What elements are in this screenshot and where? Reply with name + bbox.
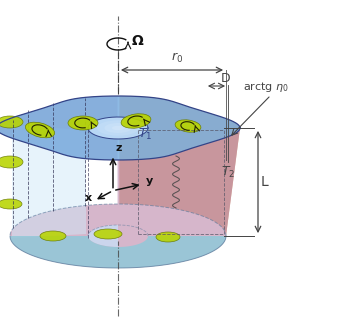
Ellipse shape	[89, 118, 147, 139]
Ellipse shape	[97, 120, 139, 136]
Text: z: z	[115, 143, 121, 153]
Text: $r_0$: $r_0$	[171, 51, 183, 65]
Ellipse shape	[94, 229, 122, 239]
Polygon shape	[88, 117, 148, 139]
Text: $T_1$: $T_1$	[138, 127, 152, 142]
Text: L: L	[261, 175, 269, 189]
Text: x: x	[85, 193, 92, 203]
Ellipse shape	[121, 114, 151, 128]
Ellipse shape	[0, 116, 23, 128]
Text: y: y	[145, 176, 153, 186]
Polygon shape	[10, 236, 226, 268]
Text: $T_2$: $T_2$	[221, 164, 235, 180]
Ellipse shape	[175, 120, 201, 132]
Polygon shape	[0, 96, 240, 160]
Ellipse shape	[25, 122, 55, 138]
Polygon shape	[88, 117, 118, 247]
Ellipse shape	[156, 232, 180, 242]
Text: D: D	[221, 72, 231, 85]
Ellipse shape	[0, 199, 22, 209]
Ellipse shape	[0, 156, 23, 168]
Polygon shape	[119, 96, 240, 236]
Polygon shape	[12, 125, 86, 238]
Text: arctg $\eta_0$: arctg $\eta_0$	[243, 80, 289, 94]
Ellipse shape	[104, 123, 132, 133]
Polygon shape	[0, 96, 240, 268]
Text: $\mathbf{\Omega}$: $\mathbf{\Omega}$	[131, 34, 144, 48]
Ellipse shape	[68, 116, 98, 130]
Ellipse shape	[40, 231, 66, 241]
Ellipse shape	[112, 126, 124, 130]
